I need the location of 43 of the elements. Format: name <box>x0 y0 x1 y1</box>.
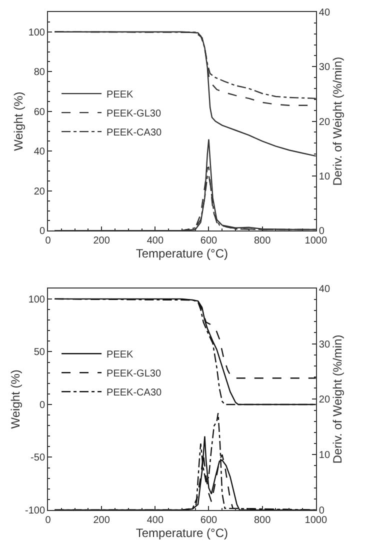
y2-tick-label: 0 <box>318 506 325 516</box>
y2-tick-label: 30 <box>318 339 330 350</box>
y-tick-label: 80 <box>34 67 46 78</box>
y-tick-label: 20 <box>34 186 46 198</box>
x-axis-title: Temperature (°C) <box>136 526 228 540</box>
x-tick-label: 1000 <box>304 236 328 247</box>
y2-tick-label: 30 <box>318 62 330 74</box>
y2-tick-label: 20 <box>318 394 330 406</box>
x-tick-label: 600 <box>200 236 218 247</box>
y2-tick-label: 10 <box>318 450 330 462</box>
y-axis-title: Weight (%) <box>12 92 26 151</box>
legend-label: PEEK <box>106 89 134 100</box>
y2-tick-label: 40 <box>318 8 330 18</box>
y2-axis-title: Deriv. of Weight (%/min) <box>330 334 344 464</box>
y2-tick-label: 40 <box>318 284 330 295</box>
y2-tick-label: 10 <box>318 171 330 182</box>
x-tick-label: 400 <box>146 515 164 526</box>
x-tick-label: 800 <box>254 236 272 247</box>
legend-label: PEEK-GL30 <box>106 108 162 120</box>
legend-label: PEEK-GL30 <box>106 368 162 380</box>
y-tick-label: 100 <box>28 294 46 306</box>
y-tick-label: 60 <box>34 106 46 118</box>
y2-axis-title: Deriv. of Weight (%/min) <box>330 56 344 186</box>
legend-label: PEEK-CA30 <box>106 388 162 398</box>
x-tick-label: 200 <box>93 236 110 247</box>
x-tick-label: 400 <box>146 236 164 247</box>
y-tick-label: 50 <box>34 347 46 358</box>
legend-label: PEEK-CA30 <box>106 127 162 138</box>
y-axis-title: Weight (%) <box>8 370 22 429</box>
x-tick-label: 600 <box>200 515 218 526</box>
y-tick-label: 0 <box>39 400 46 411</box>
y-tick-label: -100 <box>24 506 46 516</box>
y-tick-label: 100 <box>28 27 46 38</box>
y2-tick-label: 20 <box>318 116 330 128</box>
x-tick-label: 1000 <box>304 515 328 526</box>
y2-tick-label: 0 <box>318 226 325 238</box>
x-tick-label: 800 <box>254 515 272 526</box>
x-tick-label: 200 <box>93 515 110 526</box>
y-tick-label: 40 <box>34 146 46 158</box>
y-tick-label: 0 <box>39 226 46 238</box>
x-axis-title: Temperature (°C) <box>136 246 228 261</box>
legend-label: PEEK <box>106 350 134 360</box>
y-tick-label: -50 <box>30 452 46 464</box>
